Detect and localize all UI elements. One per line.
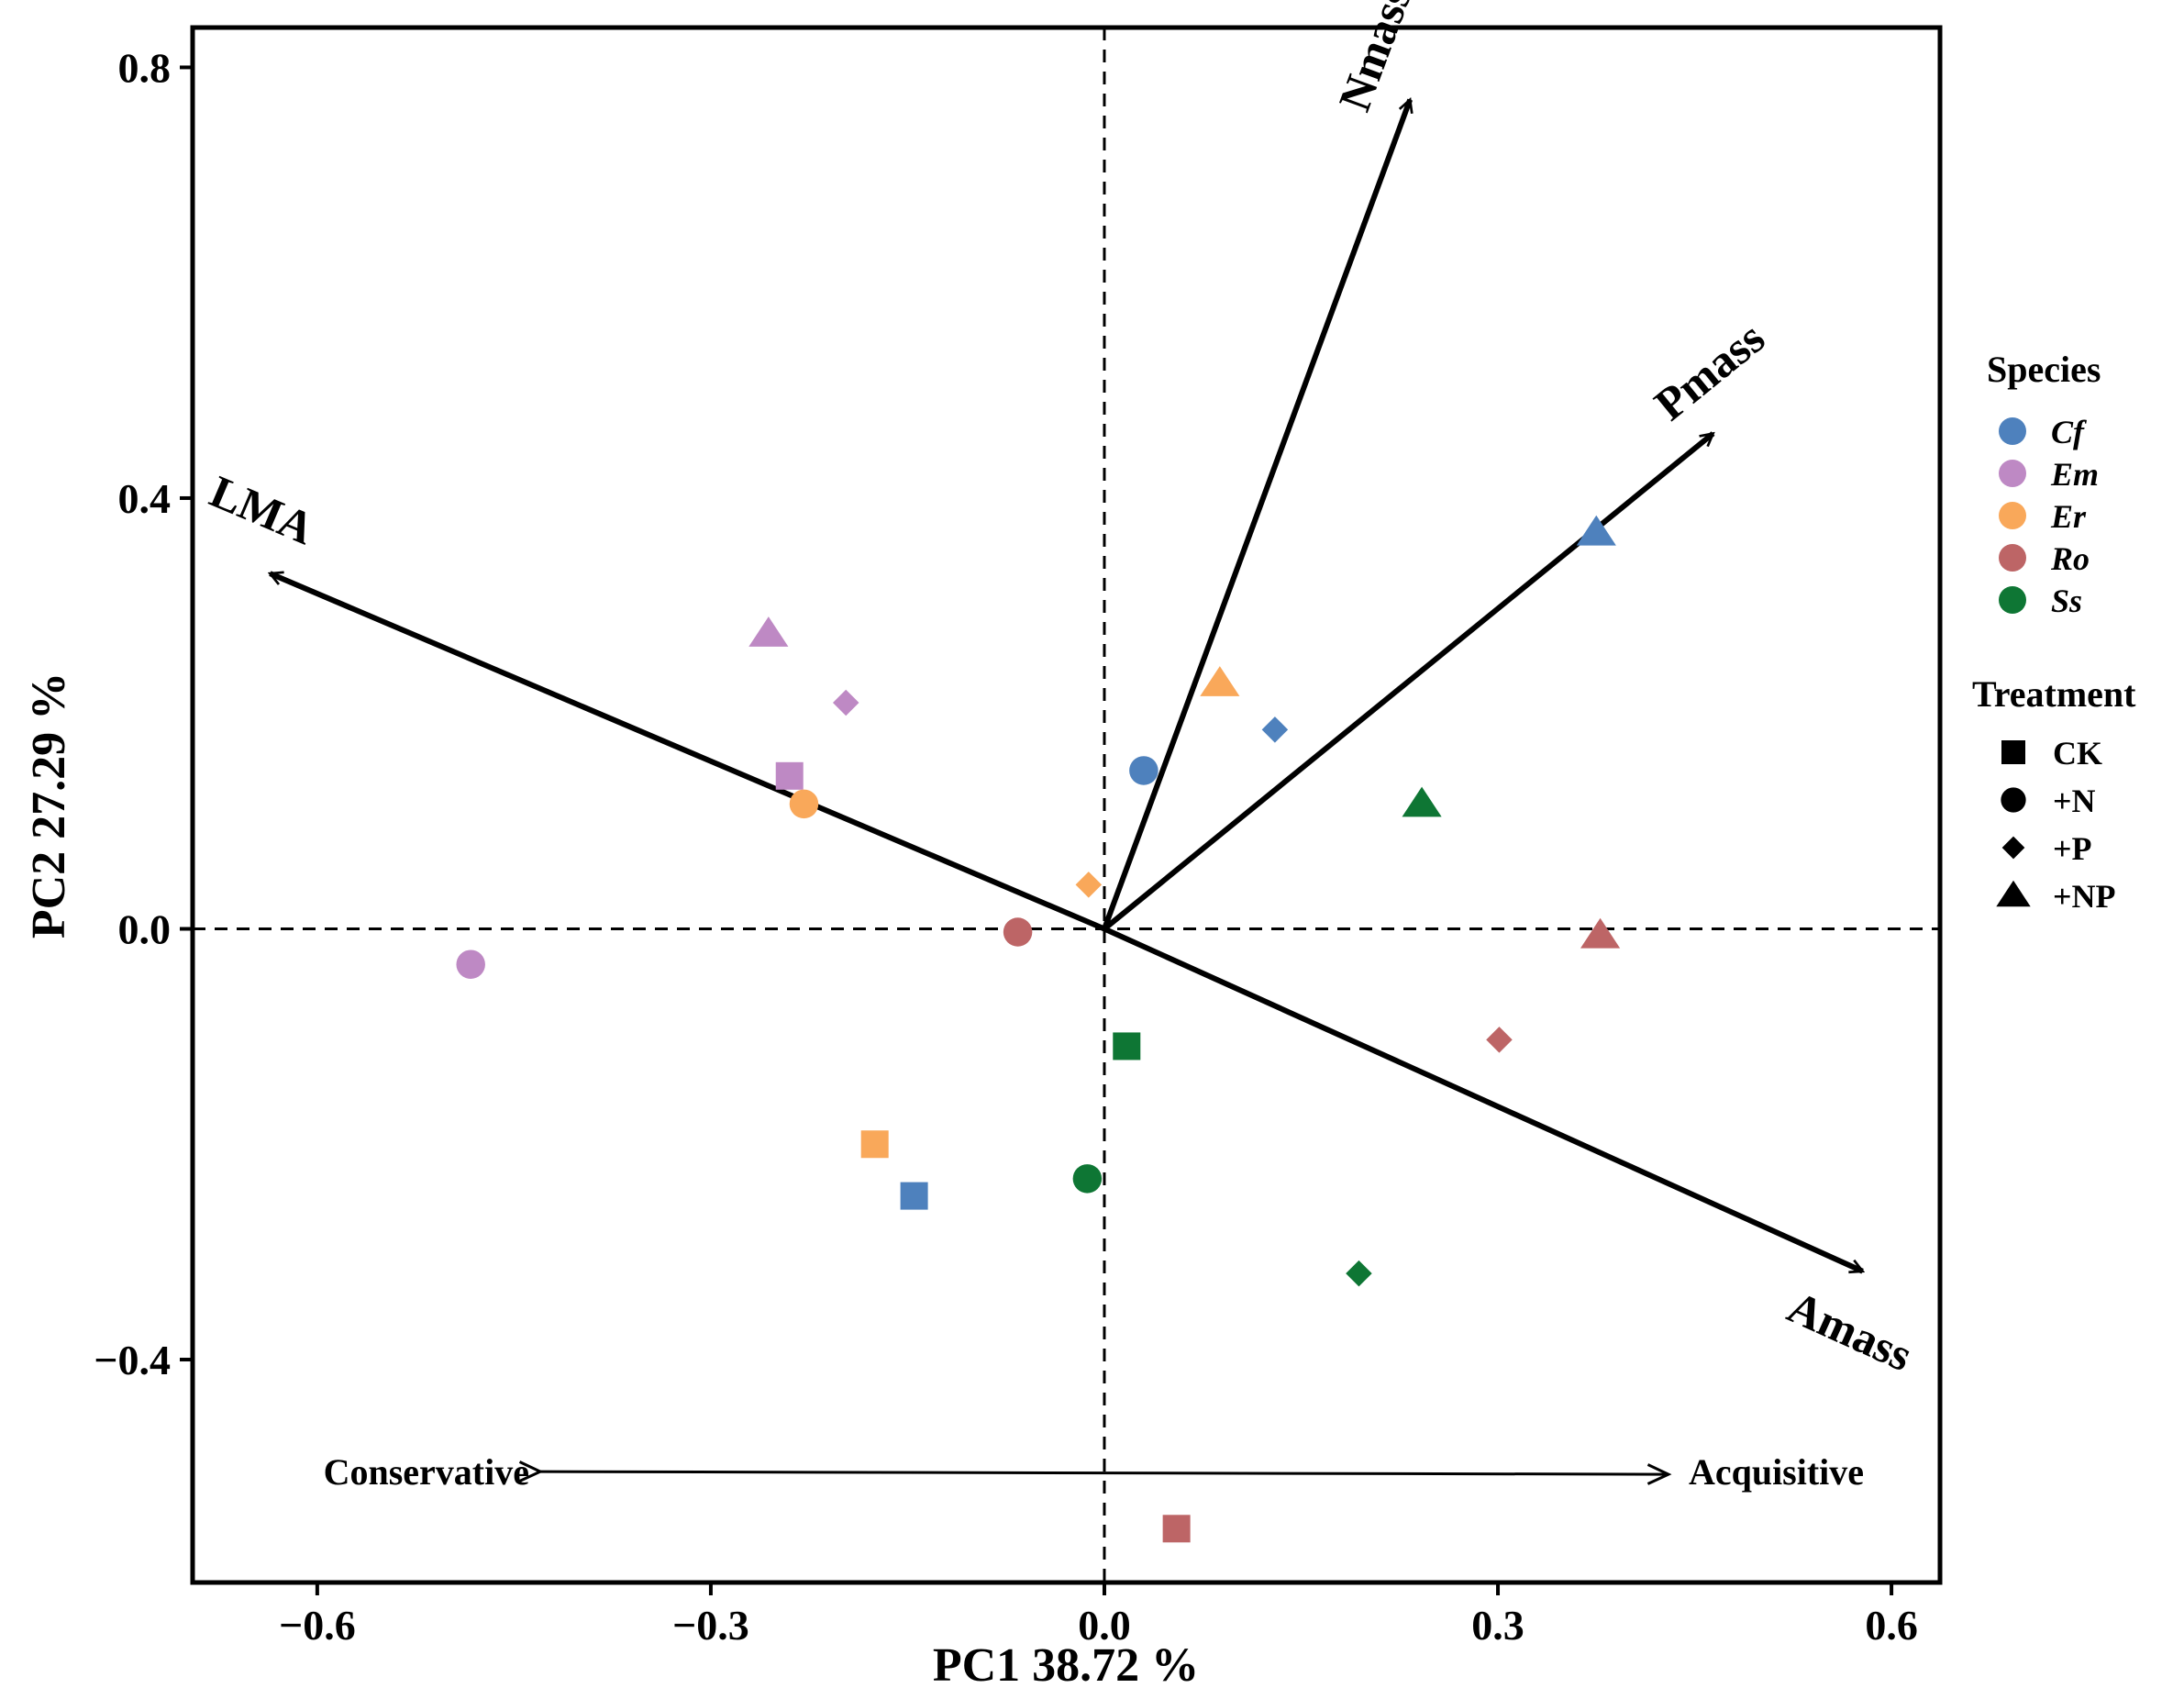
point-cf-ck [900,1182,928,1210]
gradient-arrow [518,1460,1672,1485]
point-ro-ck [1162,1515,1191,1543]
species-legend: Species Cf Em Er Ro Ss [1987,349,2101,619]
point-ss-plus-p [1346,1260,1372,1287]
species-key-ro [1999,544,2026,572]
loading-arrow-amass [1103,926,1863,1274]
loading-arrow-pmass [1103,431,1713,931]
treatment-legend-title: Treatment [1972,673,2136,715]
loading-label-pmass: Pmass [1645,312,1774,430]
acquisitive-label: Acquisitive [1689,1451,1864,1493]
x-axis-title: PC1 38.72 % [933,1639,1199,1692]
treatment-label-ck: CK [2053,735,2102,772]
x-tick-label: −0.6 [279,1602,356,1649]
treatment-key-plus-n [2001,787,2026,813]
species-label-ro: Ro [2050,540,2090,577]
conservative-label: Conservative [324,1451,529,1493]
point-em-plus-p [832,689,859,716]
treatment-key-plus-np [1996,880,2031,907]
species-key-cf [1999,417,2026,445]
treatment-label-plus-np: +NP [2053,878,2116,915]
y-tick-label: −0.4 [94,1337,171,1383]
plot-frame [190,25,1943,1585]
species-label-er: Er [2050,498,2087,535]
x-tick-label: 0.3 [1471,1602,1524,1649]
point-ss-plus-n [1072,1164,1103,1194]
treatment-key-plus-p [2001,836,2025,860]
species-label-cf: Cf [2051,414,2087,450]
point-em-plus-n [456,949,485,979]
x-tick-label: 0.0 [1078,1602,1131,1649]
treatment-label-plus-n: +N [2053,783,2096,819]
species-label-em: Em [2050,456,2099,493]
loading-arrow-lma [270,571,1106,932]
y-axis-ticks: −0.4 0.0 0.4 0.8 [94,44,193,1383]
y-tick-label: 0.4 [118,475,172,522]
point-ro-plus-p [1486,1027,1513,1053]
loading-arrow-nmass [1102,100,1410,930]
treatment-legend: Treatment CK +N +P +NP [1972,673,2136,915]
treatment-key-ck [2001,740,2025,764]
species-key-em [1999,460,2026,487]
loading-label-amass: Amass [1780,1281,1920,1381]
point-em-plus-np [748,616,789,647]
x-tick-label: 0.6 [1865,1602,1918,1649]
point-em-ck [775,761,804,790]
treatment-label-plus-p: +P [2053,830,2092,867]
species-label-ss: Ss [2051,583,2082,619]
point-er-ck [860,1130,889,1159]
point-ss-ck [1113,1032,1141,1060]
x-tick-label: −0.3 [672,1602,749,1649]
species-key-er [1999,502,2026,529]
point-ss-plus-np [1402,786,1442,817]
point-cf-plus-np [1576,515,1616,546]
point-ro-plus-np [1580,917,1621,949]
point-er-plus-n [789,789,819,819]
point-er-plus-np [1200,666,1240,696]
point-er-plus-p [1075,872,1103,898]
point-cf-plus-n [1129,756,1159,785]
reference-lines [193,28,1940,1582]
gradient-annotation: Conservative Acquisitive [324,1451,1864,1493]
species-key-ss [1999,586,2026,614]
y-axis-title: PC2 27.29 % [23,672,75,938]
species-legend-title: Species [1987,349,2101,390]
loading-label-lma: LMA [203,465,321,554]
y-tick-label: 0.8 [118,44,172,91]
x-axis-ticks: −0.6 −0.3 0.0 0.3 0.6 [279,1582,1918,1649]
point-cf-plus-p [1261,716,1289,743]
y-tick-label: 0.0 [118,905,172,952]
data-points [456,515,1621,1543]
point-ro-plus-n [1003,917,1033,947]
